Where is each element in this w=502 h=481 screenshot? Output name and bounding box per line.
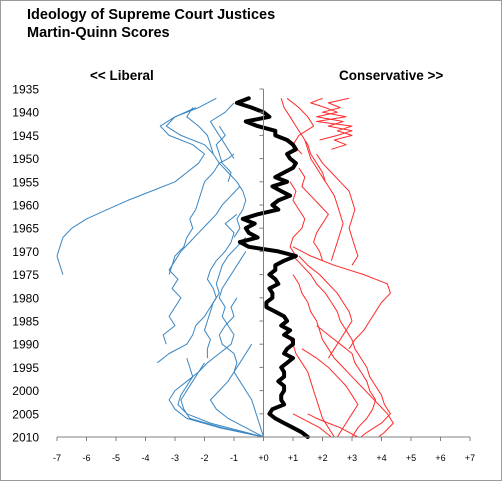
axis-layer: 1935 1940 1945 1950 1955 1960 1965 1970 1975 1980… xyxy=(12,83,475,464)
x-tick-label: -3 xyxy=(171,453,179,463)
liberal-justice-line-7 xyxy=(162,186,241,345)
x-tick-label: -6 xyxy=(82,453,90,463)
y-tick-label: 1970 xyxy=(12,245,39,259)
conservative-justice-line-17 xyxy=(307,413,359,438)
x-tick-label: +5 xyxy=(406,453,416,463)
conservative-justice-line-14 xyxy=(286,334,335,438)
x-tick-label: +1 xyxy=(288,453,298,463)
liberal-justice-line-9 xyxy=(204,237,247,359)
chart-title: Ideology of Supreme Court Justices xyxy=(27,7,276,23)
conservative-justice-line-15 xyxy=(301,348,359,438)
chart-title-block: Ideology of Supreme Court Justices Marti… xyxy=(27,6,275,42)
liberal-justice-line-13 xyxy=(209,343,264,438)
series-layer xyxy=(56,96,394,439)
liberal-justice-line-11 xyxy=(177,357,264,438)
y-tick-label: 2005 xyxy=(12,407,39,421)
conservative-justice-line-5 xyxy=(304,139,344,261)
liberal-justice-line-5 xyxy=(215,125,232,182)
liberal-justice-line-8 xyxy=(156,213,238,364)
y-tick-label: 1945 xyxy=(12,129,39,143)
conservative-justice-line-8 xyxy=(289,181,306,257)
x-tick-label: +0 xyxy=(258,453,268,463)
y-tick-label: 1935 xyxy=(12,83,39,97)
liberal-justice-line-3 xyxy=(168,107,220,275)
x-tick-label: -5 xyxy=(112,453,120,463)
liberal-direction-label: << Liberal xyxy=(90,68,154,83)
median-justice-line xyxy=(234,96,310,439)
conservative-justice-line-12 xyxy=(292,274,394,438)
conservative-justice-line-10 xyxy=(292,255,391,438)
y-tick-label: 1985 xyxy=(12,315,39,329)
liberal-justice-line-12 xyxy=(168,362,264,438)
x-tick-label: +2 xyxy=(317,453,327,463)
liberal-justice-line-2 xyxy=(56,107,205,275)
conservative-justice-line-13 xyxy=(316,325,377,438)
liberal-justice-line-10 xyxy=(180,251,264,438)
y-tick-label: 2010 xyxy=(12,431,39,445)
x-tick-label: -2 xyxy=(200,453,208,463)
y-tick-label: 1980 xyxy=(12,291,39,305)
chart-subtitle: Martin-Quinn Scores xyxy=(27,25,170,41)
x-tick-label: -7 xyxy=(53,453,61,463)
liberal-justice-line-4 xyxy=(209,102,235,159)
conservative-justice-line-2 xyxy=(310,97,353,141)
y-tick-label: 1965 xyxy=(12,222,39,236)
y-tick-label: 1960 xyxy=(12,199,39,213)
y-tick-label: 1995 xyxy=(12,361,39,375)
conservative-justice-line-11 xyxy=(298,255,353,359)
x-tick-label: +7 xyxy=(465,453,475,463)
y-tick-label: 1975 xyxy=(12,268,39,282)
x-tick-label: -1 xyxy=(230,453,238,463)
conservative-direction-label: Conservative >> xyxy=(339,68,443,83)
x-tick-label: +4 xyxy=(376,453,386,463)
liberal-justice-line-14 xyxy=(218,297,264,438)
conservative-justice-line-7 xyxy=(298,167,329,261)
x-tick-label: -4 xyxy=(141,453,149,463)
conservative-justice-line-9 xyxy=(292,246,391,350)
conservative-justice-line-6 xyxy=(316,153,359,266)
liberal-justice-line-6 xyxy=(218,153,247,238)
conservative-justice-line-16 xyxy=(292,413,332,438)
x-tick-label: +3 xyxy=(347,453,357,463)
y-tick-label: 1940 xyxy=(12,106,39,120)
y-tick-label: 2000 xyxy=(12,384,39,398)
y-tick-label: 1990 xyxy=(12,338,39,352)
x-tick-label: +6 xyxy=(435,453,445,463)
liberal-justice-line-1 xyxy=(165,97,217,155)
y-tick-label: 1950 xyxy=(12,152,39,166)
y-tick-label: 1955 xyxy=(12,175,39,189)
